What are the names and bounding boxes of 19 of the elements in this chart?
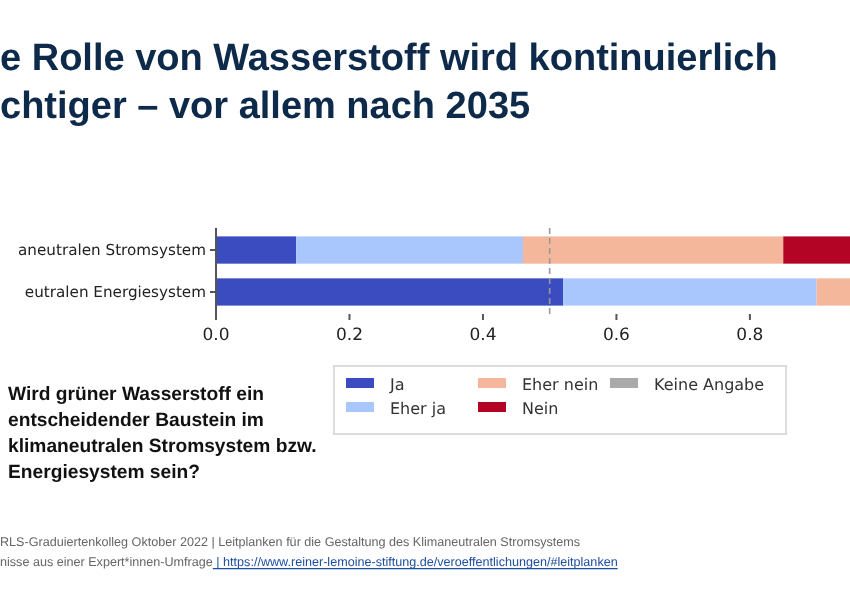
legend-label: Keine Angabe — [654, 375, 765, 394]
legend-label: Eher ja — [390, 399, 447, 418]
bar — [816, 278, 850, 306]
bar — [563, 278, 817, 306]
x-tick-label: 0.8 — [736, 326, 764, 346]
bar — [296, 236, 523, 264]
bar — [216, 236, 297, 264]
bar — [216, 278, 564, 306]
x-tick-label: 0.6 — [602, 326, 630, 346]
bar — [522, 236, 784, 264]
chart-title: e Rolle von Wasserstoff wird kontinuierlich chtiger – vor allem nach 2035 — [0, 38, 778, 128]
bar — [783, 236, 850, 264]
x-tick-label: 0.4 — [469, 326, 497, 346]
text: Wird grüner Wasserstoff ein entscheidender Baustein im klimaneutralen Stromsystem bzw. Energiesystem sein? — [8, 384, 317, 484]
legend-label: Ja — [388, 375, 405, 394]
legend-label: Nein — [522, 399, 559, 418]
x-tick-label: 0.0 — [202, 326, 230, 346]
legend-label: Eher nein — [522, 375, 599, 394]
x-tick-label: 0.2 — [335, 326, 363, 346]
